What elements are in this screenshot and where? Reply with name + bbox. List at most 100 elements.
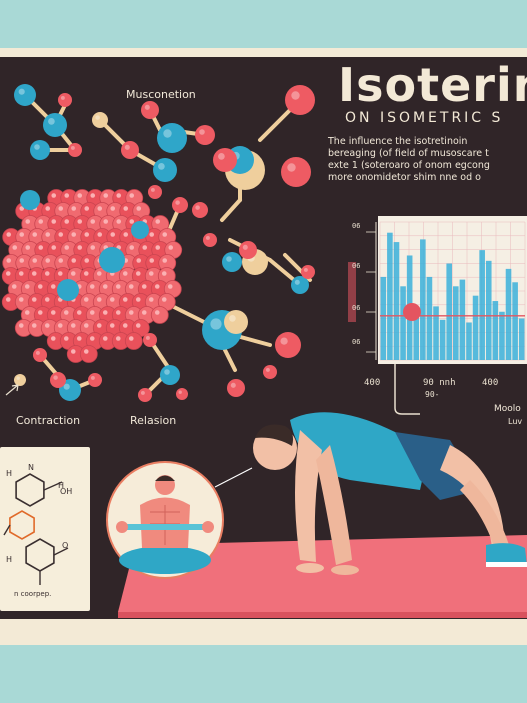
- fist: [202, 521, 214, 533]
- atom-highlight: [70, 145, 75, 150]
- sphere-highlight: [96, 323, 102, 328]
- side-label: Moolo: [494, 404, 521, 414]
- sphere-highlight: [24, 284, 30, 289]
- molecule-atom: [33, 348, 47, 362]
- atom-highlight: [144, 104, 150, 110]
- atom-highlight: [210, 318, 222, 330]
- sphere-highlight: [89, 310, 95, 315]
- atom-highlight: [16, 376, 20, 380]
- sphere-highlight: [161, 271, 167, 276]
- sphere-highlight: [11, 284, 17, 289]
- sphere-highlight: [12, 245, 18, 250]
- sphere-highlight: [37, 284, 43, 289]
- y-tick-label: 06: [352, 304, 361, 312]
- sphere-highlight: [148, 297, 154, 302]
- molecule-atom: [224, 310, 248, 334]
- x-tick-label: 90 nnh: [423, 378, 456, 388]
- sphere-highlight: [135, 271, 141, 276]
- sphere-highlight: [70, 349, 76, 354]
- molecule-atom: [153, 158, 177, 182]
- molecule-atom: [157, 123, 187, 153]
- sphere-highlight: [19, 258, 25, 263]
- sphere-highlight: [58, 206, 64, 211]
- sphere-highlight: [25, 219, 31, 224]
- sphere-highlight: [109, 323, 115, 328]
- molecule-atom: [138, 388, 152, 402]
- sphere-highlight: [167, 284, 173, 289]
- molecule-atom: [285, 85, 315, 115]
- molecule-atom: [14, 84, 36, 106]
- molecule-atom: [275, 332, 301, 358]
- molecule-atom: [160, 365, 180, 385]
- atom-highlight: [294, 279, 300, 285]
- muscle-sphere: [79, 345, 98, 363]
- atom-highlight: [287, 163, 296, 172]
- chart-bar: [466, 322, 472, 360]
- atom-symbol: H: [58, 481, 64, 490]
- blue-atom: [20, 190, 40, 210]
- sphere-highlight: [31, 323, 37, 328]
- chart-bar: [472, 295, 479, 360]
- sphere-highlight: [70, 271, 76, 276]
- side-label-2: Luv: [508, 417, 523, 426]
- sphere-highlight: [136, 206, 142, 211]
- muscle-label: Musconetion: [126, 88, 196, 101]
- molecule-atom: [263, 365, 277, 379]
- sphere-highlight: [18, 271, 24, 276]
- sphere-highlight: [58, 258, 64, 263]
- resistance-band: [118, 524, 212, 530]
- sphere-highlight: [103, 219, 109, 224]
- sphere-highlight: [83, 349, 89, 354]
- atom-highlight: [124, 144, 130, 150]
- sphere-highlight: [122, 297, 128, 302]
- shorts: [395, 432, 480, 500]
- chart-bar: [426, 276, 433, 360]
- molecule-caption: n coorpep.: [14, 590, 52, 598]
- sphere-highlight: [90, 219, 96, 224]
- inset-hair: [155, 475, 175, 481]
- sphere-highlight: [83, 323, 89, 328]
- atom-highlight: [242, 244, 248, 250]
- chart-bar: [446, 263, 452, 360]
- sphere-highlight: [116, 193, 122, 198]
- molecule-atom: [203, 233, 217, 247]
- atom-highlight: [178, 390, 182, 394]
- chart-bar: [387, 232, 393, 360]
- sphere-highlight: [50, 336, 56, 341]
- sphere-highlight: [32, 258, 38, 263]
- sphere-highlight: [96, 297, 102, 302]
- atom-highlight: [90, 375, 95, 380]
- sphere-highlight: [115, 310, 121, 315]
- molecule-atom: [301, 265, 315, 279]
- chart-bar: [499, 311, 505, 360]
- sphere-highlight: [64, 245, 70, 250]
- sphere-highlight: [129, 219, 135, 224]
- sphere-highlight: [19, 232, 25, 237]
- molecule-atom: [227, 379, 245, 397]
- sphere-highlight: [149, 232, 155, 237]
- title: Isoterin: [338, 58, 527, 112]
- sphere-highlight: [31, 297, 37, 302]
- intro-text: The influence the isotretinoin bereaging…: [328, 136, 527, 184]
- sphere-highlight: [103, 193, 109, 198]
- hair: [255, 424, 294, 446]
- sphere-highlight: [102, 310, 108, 315]
- sphere-highlight: [5, 297, 11, 302]
- sphere-highlight: [141, 310, 147, 315]
- sphere-highlight: [18, 323, 24, 328]
- sphere-highlight: [63, 310, 69, 315]
- sphere-highlight: [136, 258, 142, 263]
- hand: [331, 565, 359, 575]
- sphere-highlight: [123, 232, 129, 237]
- sphere-highlight: [5, 271, 11, 276]
- sphere-highlight: [32, 232, 38, 237]
- sphere-highlight: [38, 219, 44, 224]
- atom-highlight: [303, 267, 308, 272]
- atom-highlight: [195, 205, 200, 210]
- hand: [296, 563, 324, 573]
- sphere-highlight: [19, 206, 25, 211]
- atom-highlight: [218, 153, 225, 160]
- atom-highlight: [145, 335, 150, 340]
- blue-atom: [131, 221, 149, 239]
